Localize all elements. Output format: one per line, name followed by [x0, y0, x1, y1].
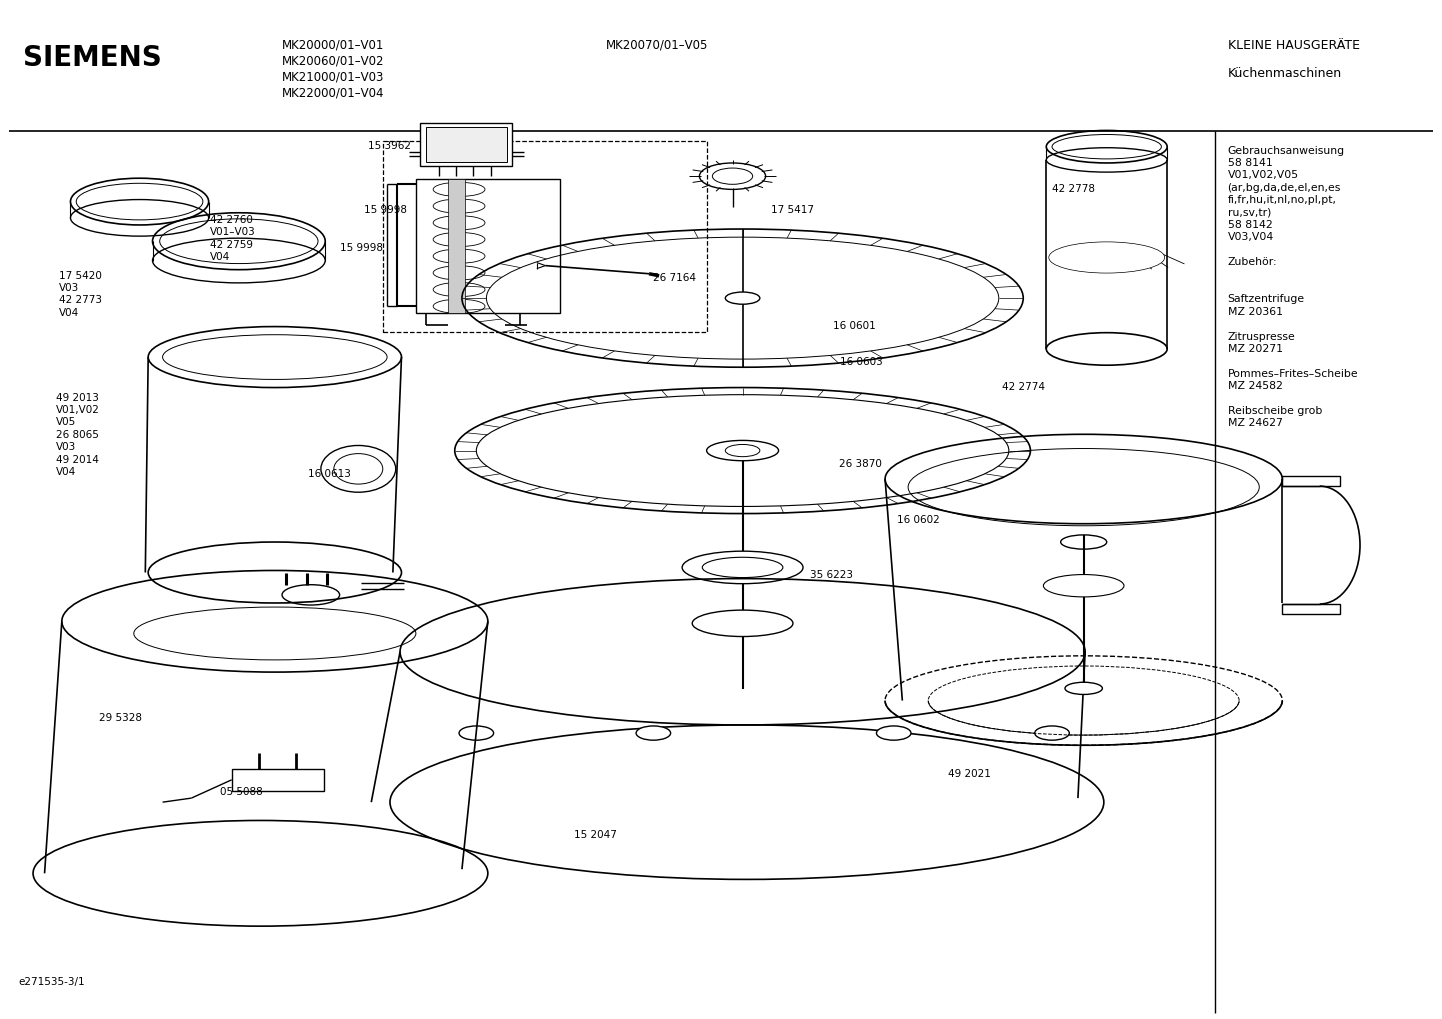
Text: 05 5088: 05 5088	[221, 787, 262, 797]
Bar	[425, 127, 506, 162]
Ellipse shape	[62, 571, 487, 673]
Ellipse shape	[1066, 683, 1102, 695]
Text: 15 2047: 15 2047	[574, 829, 617, 840]
Ellipse shape	[1035, 726, 1070, 740]
Ellipse shape	[682, 551, 803, 584]
Ellipse shape	[877, 726, 911, 740]
Ellipse shape	[1047, 130, 1167, 163]
Text: Küchenmaschinen: Küchenmaschinen	[1227, 67, 1341, 81]
Ellipse shape	[153, 213, 326, 270]
Ellipse shape	[1061, 535, 1106, 549]
Text: 49 2013
V01,V02
V05
26 8065
V03
49 2014
V04: 49 2013 V01,V02 V05 26 8065 V03 49 2014 …	[56, 392, 99, 477]
Ellipse shape	[707, 440, 779, 461]
Ellipse shape	[636, 726, 671, 740]
Ellipse shape	[459, 726, 493, 740]
Bar	[1282, 476, 1340, 486]
Ellipse shape	[149, 542, 401, 603]
Text: 42 2760
V01–V03
42 2759
V04: 42 2760 V01–V03 42 2759 V04	[211, 215, 255, 262]
Bar	[1282, 604, 1340, 614]
Bar	[415, 179, 559, 314]
Ellipse shape	[454, 387, 1031, 514]
Text: 26 3870: 26 3870	[839, 459, 883, 469]
Ellipse shape	[692, 610, 793, 637]
Text: 29 5328: 29 5328	[99, 712, 143, 722]
Text: 15 9998: 15 9998	[363, 205, 407, 215]
Text: SIEMENS: SIEMENS	[23, 44, 162, 72]
Bar	[382, 141, 707, 331]
Ellipse shape	[399, 579, 1086, 725]
Text: 17 5417: 17 5417	[771, 205, 815, 215]
Text: MK20000/01–V01
MK20060/01–V02
MK21000/01–V03
MK22000/01–V04: MK20000/01–V01 MK20060/01–V02 MK21000/01…	[283, 39, 385, 100]
Bar	[447, 179, 464, 314]
Text: 16 0602: 16 0602	[897, 515, 939, 525]
Text: 15 3962: 15 3962	[368, 141, 411, 151]
Ellipse shape	[149, 326, 401, 387]
Ellipse shape	[461, 229, 1024, 367]
Text: 42 2774: 42 2774	[1002, 382, 1044, 392]
Ellipse shape	[71, 178, 209, 225]
Ellipse shape	[1044, 575, 1123, 597]
Ellipse shape	[885, 434, 1282, 524]
Ellipse shape	[389, 725, 1103, 879]
Text: 42 2778: 42 2778	[1053, 184, 1094, 195]
Text: 16 0601: 16 0601	[833, 322, 875, 331]
Text: 35 6223: 35 6223	[810, 571, 854, 581]
Bar	[232, 768, 324, 791]
Ellipse shape	[322, 445, 395, 492]
Text: 17 5420
V03
42 2773
V04: 17 5420 V03 42 2773 V04	[59, 271, 102, 318]
Text: Gebrauchsanweisung
58 8141
V01,V02,V05
(ar,bg,da,de,el,en,es
fi,fr,hu,it,nl,no,p: Gebrauchsanweisung 58 8141 V01,V02,V05 (…	[1227, 146, 1358, 429]
Ellipse shape	[33, 820, 487, 926]
Text: MK20070/01–V05: MK20070/01–V05	[606, 39, 708, 52]
Ellipse shape	[1050, 243, 1164, 273]
Text: 16 0613: 16 0613	[309, 469, 350, 479]
Text: KLEINE HAUSGERÄTE: KLEINE HAUSGERÄTE	[1227, 39, 1360, 52]
Text: 16 0603: 16 0603	[841, 357, 883, 367]
Ellipse shape	[725, 292, 760, 305]
Bar	[420, 123, 512, 166]
Text: 49 2021: 49 2021	[949, 768, 991, 779]
Text: e271535-3/1: e271535-3/1	[19, 977, 85, 987]
Text: 15 9998: 15 9998	[340, 244, 382, 254]
Text: 26 7164: 26 7164	[653, 273, 696, 282]
